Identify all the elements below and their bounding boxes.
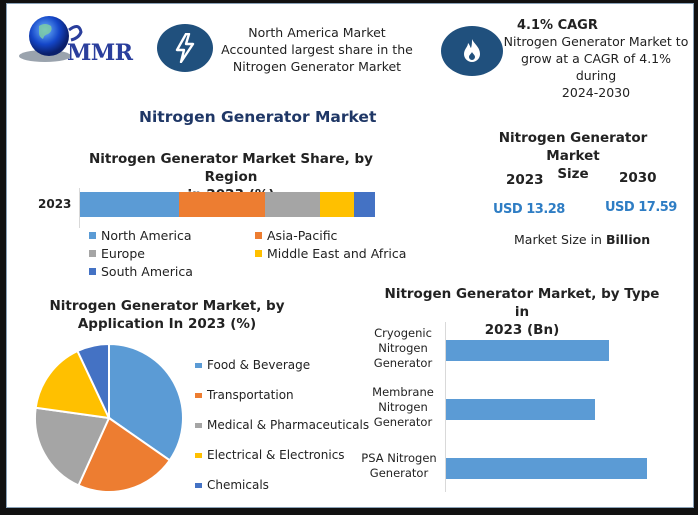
type-label-cryogenic: Cryogenic Nitrogen Generator bbox=[361, 326, 445, 371]
pie-slice-medical-pharma bbox=[34, 406, 111, 487]
pie-slice-food-beverage bbox=[108, 342, 184, 462]
label-line: Nitrogen bbox=[378, 400, 428, 414]
application-pie-chart bbox=[34, 342, 184, 493]
legend-europe: Europe bbox=[89, 246, 145, 261]
swatch bbox=[89, 250, 96, 257]
legend-label: Europe bbox=[101, 246, 145, 261]
label-line: Generator bbox=[373, 415, 433, 429]
legend-label: Transportation bbox=[207, 388, 294, 402]
segment-south-america bbox=[354, 192, 375, 217]
type-bar-membrane bbox=[446, 399, 595, 420]
type-bar-psa bbox=[446, 458, 647, 479]
cagr-heading: 4.1% CAGR bbox=[517, 18, 598, 33]
type-label-membrane: Membrane Nitrogen Generator bbox=[361, 385, 445, 430]
label-line: Membrane bbox=[372, 385, 434, 399]
swatch bbox=[195, 362, 202, 368]
legend-label: South America bbox=[101, 264, 193, 279]
swatch bbox=[195, 392, 202, 398]
infographic-frame: MMR North America Market Accounted large… bbox=[6, 3, 694, 508]
region-year-label: 2023 bbox=[38, 197, 72, 211]
segment-middle-east-africa bbox=[320, 192, 354, 217]
globe-icon bbox=[19, 16, 83, 62]
legend-label: Electrical & Electronics bbox=[207, 448, 345, 462]
legend-label: Chemicals bbox=[207, 478, 269, 492]
legend-electrical-electronics: Electrical & Electronics bbox=[195, 440, 369, 470]
highlight-line: Nitrogen Generator Market to bbox=[503, 34, 689, 49]
region-stacked-bar bbox=[80, 192, 375, 217]
highlight-cagr: 4.1% CAGR Nitrogen Generator Market to g… bbox=[503, 18, 689, 101]
swatch bbox=[195, 422, 202, 428]
legend-middle-east-africa: Middle East and Africa bbox=[255, 246, 406, 261]
type-chart-title: Nitrogen Generator Market, by Type in 20… bbox=[377, 285, 667, 339]
market-size-value-2030: USD 17.59 bbox=[605, 200, 677, 215]
region-legend: North America Asia-Pacific Europe Middle… bbox=[89, 228, 409, 284]
legend-label: Medical & Pharmaceuticals bbox=[207, 418, 370, 432]
title-line: Size bbox=[557, 166, 589, 182]
swatch bbox=[255, 250, 262, 257]
label-line: Generator bbox=[369, 466, 429, 480]
type-bar-cryogenic bbox=[446, 340, 609, 361]
legend-label: Food & Beverage bbox=[207, 358, 311, 372]
market-size-value-2023: USD 13.28 bbox=[493, 202, 565, 217]
flame-badge bbox=[441, 26, 503, 76]
title-line: 2023 (Bn) bbox=[484, 322, 560, 338]
note-unit: Billion bbox=[605, 232, 651, 247]
title-line: Application In 2023 (%) bbox=[77, 316, 257, 332]
pie-slice-chemicals bbox=[76, 342, 110, 419]
note-prefix: Market Size in bbox=[514, 232, 606, 247]
brand-name: MMR bbox=[67, 40, 133, 66]
highlight-line: Accounted largest share in the bbox=[221, 42, 413, 57]
swatch bbox=[89, 268, 96, 275]
highlight-line: Nitrogen Generator Market bbox=[232, 59, 402, 74]
title-line: Nitrogen Generator Market bbox=[498, 130, 648, 164]
label-line: Generator bbox=[373, 356, 433, 370]
highlight-north-america: North America Market Accounted largest s… bbox=[217, 24, 417, 75]
market-size-year-2023: 2023 bbox=[506, 172, 544, 188]
region-axis-line bbox=[79, 188, 80, 228]
legend-south-america: South America bbox=[89, 264, 193, 279]
segment-north-america bbox=[80, 192, 179, 217]
highlight-line: North America Market bbox=[248, 25, 386, 40]
segment-asia-pacific bbox=[179, 192, 265, 217]
market-size-note: Market Size in Billion bbox=[514, 232, 650, 247]
market-size-title: Nitrogen Generator Market Size bbox=[473, 129, 673, 183]
page-title: Nitrogen Generator Market bbox=[139, 108, 377, 126]
legend-label: Middle East and Africa bbox=[267, 246, 407, 261]
title-line: Nitrogen Generator Market, by Type in bbox=[384, 286, 660, 320]
swatch bbox=[89, 232, 96, 239]
type-axis-line bbox=[445, 322, 446, 492]
title-line: Nitrogen Generator Market Share, by Regi… bbox=[89, 151, 373, 185]
label-line: Cryogenic bbox=[374, 326, 432, 340]
flame-icon bbox=[464, 39, 480, 62]
swatch bbox=[255, 232, 262, 239]
application-chart-title: Nitrogen Generator Market, by Applicatio… bbox=[47, 297, 287, 333]
legend-food-beverage: Food & Beverage bbox=[195, 350, 369, 380]
legend-label: North America bbox=[101, 228, 192, 243]
swatch bbox=[195, 452, 202, 458]
market-size-year-2030: 2030 bbox=[619, 170, 657, 186]
legend-north-america: North America bbox=[89, 228, 192, 243]
highlight-line: grow at a CAGR of 4.1% during bbox=[521, 51, 671, 83]
legend-medical-pharma: Medical & Pharmaceuticals bbox=[195, 410, 369, 440]
swatch bbox=[195, 482, 202, 488]
legend-label: Asia-Pacific bbox=[267, 228, 338, 243]
title-line: Nitrogen Generator Market, by bbox=[49, 298, 285, 314]
lightning-bolt-icon bbox=[175, 33, 195, 63]
type-label-psa: PSA Nitrogen Generator bbox=[353, 451, 445, 481]
label-line: PSA Nitrogen bbox=[361, 451, 437, 465]
segment-europe bbox=[265, 192, 320, 217]
lightning-badge bbox=[157, 24, 213, 72]
legend-chemicals: Chemicals bbox=[195, 470, 369, 500]
application-legend: Food & Beverage Transportation Medical &… bbox=[195, 350, 369, 500]
legend-asia-pacific: Asia-Pacific bbox=[255, 228, 337, 243]
highlight-line: 2024-2030 bbox=[561, 85, 631, 100]
brand-logo: MMR bbox=[17, 12, 147, 68]
legend-transportation: Transportation bbox=[195, 380, 369, 410]
label-line: Nitrogen bbox=[378, 341, 428, 355]
pie-slice-electrical-electronics bbox=[34, 349, 111, 420]
